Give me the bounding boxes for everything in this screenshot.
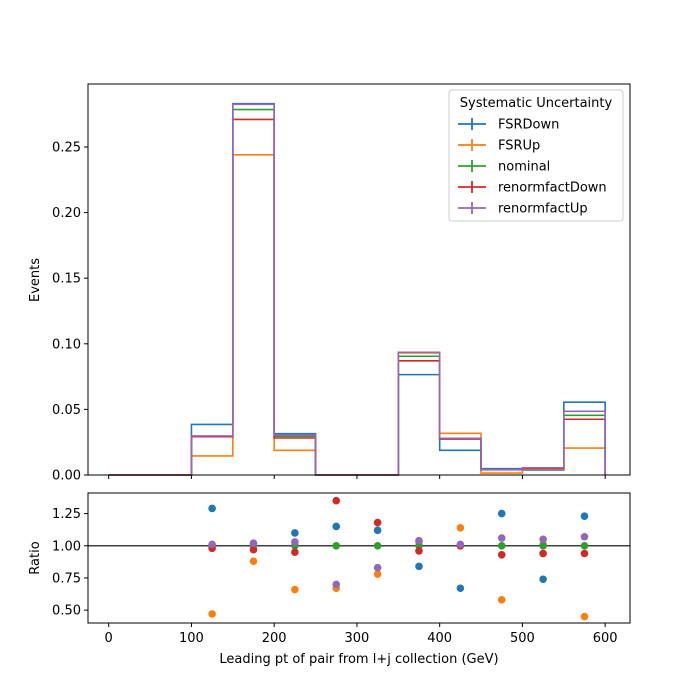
ratio-point-FSRUp	[291, 585, 299, 594]
top-y-tick-label: 0.15	[52, 272, 81, 287]
bottom-y-tick-label: 0.50	[52, 604, 81, 619]
legend: Systematic Uncertainty FSRDown FSRUp nomin…	[448, 89, 624, 222]
ratio-point-renormfactUp	[539, 535, 547, 544]
ratio-point-FSRDown	[291, 529, 299, 537]
bottom-axes-frame	[87, 492, 631, 624]
ratio-point-renormfactUp	[332, 580, 341, 589]
bottom-y-tick-label: 0.75	[52, 571, 81, 586]
x-axis-label: Leading pt of pair from l+j collection (…	[219, 652, 498, 667]
ratio-point-renormfactDown	[332, 496, 341, 505]
ratio-point-renormfactDown	[497, 550, 506, 559]
ratio-point-FSRUp	[208, 610, 216, 618]
ratio-point-FSRDown	[415, 562, 423, 571]
ratio-point-FSRUp	[249, 557, 258, 566]
legend-entry-FSRDown: FSRDown	[498, 118, 559, 133]
legend-frame	[448, 89, 624, 222]
ratio-point-renormfactUp	[291, 538, 299, 546]
ratio-point-FSRDown	[580, 512, 589, 520]
ratio-point-renormfactUp	[249, 539, 258, 547]
top-axes-frame	[87, 83, 631, 476]
x-tick-label: 600	[593, 631, 618, 646]
ratio-point-renormfactDown	[291, 548, 299, 557]
ratio-point-nominal	[497, 541, 506, 550]
x-tick-label: 400	[427, 631, 452, 646]
y-axis-label-top: Events	[28, 258, 43, 302]
ratio-point-renormfactUp	[497, 534, 506, 542]
x-tick-label: 500	[510, 631, 535, 646]
top-y-tick-label: 0.00	[52, 469, 81, 484]
bottom-y-tick-label: 1.25	[52, 507, 81, 522]
ratio-point-FSRDown	[208, 504, 216, 513]
bottom-y-tick-label: 1.00	[52, 539, 81, 554]
x-tick-label: 300	[345, 631, 370, 646]
ratio-point-FSRDown	[456, 584, 465, 593]
ratio-point-renormfactDown	[580, 549, 589, 558]
ratio-point-nominal	[539, 541, 547, 550]
y-axis-label-bottom: Ratio	[28, 541, 43, 574]
ratio-point-FSRDown	[332, 522, 341, 531]
top-y-ticks: 0.00 0.05 0.10 0.15 0.20 0.25	[52, 140, 88, 484]
top-x-ticks	[108, 475, 606, 479]
ratio-point-renormfactDown	[249, 545, 258, 554]
bottom-y-ticks: 0.50 0.75 1.00 1.25	[52, 507, 88, 619]
ratio-point-FSRDown	[497, 509, 506, 518]
top-y-tick-label: 0.05	[52, 403, 81, 418]
bottom-panel: 0.50 0.75 1.00 1.25 0 100 200 300 400 500 600 Rat…	[28, 492, 631, 667]
legend-entries: FSRDown FSRUp nominal renormfactDown renormf…	[458, 118, 607, 217]
ratio-point-renormfactUp	[208, 540, 216, 549]
ratio-point-FSRDown	[373, 526, 382, 535]
ratio-point-renormfactDown	[415, 547, 423, 555]
ratio-point-FSRUp	[456, 523, 465, 532]
x-tick-label: 0	[105, 631, 113, 646]
ratio-point-FSRUp	[497, 596, 506, 604]
bottom-x-ticks: 0 100 200 300 400 500 600	[105, 623, 618, 646]
legend-entry-renormfactDown: renormfactDown	[498, 181, 607, 196]
top-panel: 0.00 0.05 0.10 0.15 0.20 0.25 Events	[28, 83, 631, 484]
x-tick-label: 100	[179, 631, 204, 646]
top-y-tick-label: 0.25	[52, 140, 81, 155]
ratio-point-nominal	[580, 541, 589, 550]
legend-title: Systematic Uncertainty	[460, 96, 613, 111]
ratio-point-renormfactDown	[373, 518, 382, 527]
legend-entry-renormfactUp: renormfactUp	[498, 202, 588, 217]
ratio-point-nominal	[373, 541, 382, 550]
top-y-tick-label: 0.10	[52, 337, 81, 352]
ratio-point-renormfactUp	[456, 540, 465, 549]
legend-entry-nominal: nominal	[498, 160, 550, 175]
ratio-point-renormfactUp	[415, 536, 423, 545]
top-y-tick-label: 0.20	[52, 206, 81, 221]
ratio-point-renormfactDown	[539, 549, 547, 558]
ratio-point-renormfactUp	[580, 532, 589, 541]
legend-entry-FSRUp: FSRUp	[498, 139, 540, 154]
bottom-data-area	[88, 496, 630, 621]
x-tick-label: 200	[262, 631, 287, 646]
ratio-point-FSRUp	[580, 612, 589, 621]
ratio-point-nominal	[332, 541, 341, 550]
ratio-point-renormfactUp	[373, 563, 382, 572]
ratio-point-FSRUp	[373, 570, 382, 578]
ratio-point-FSRDown	[539, 575, 547, 584]
